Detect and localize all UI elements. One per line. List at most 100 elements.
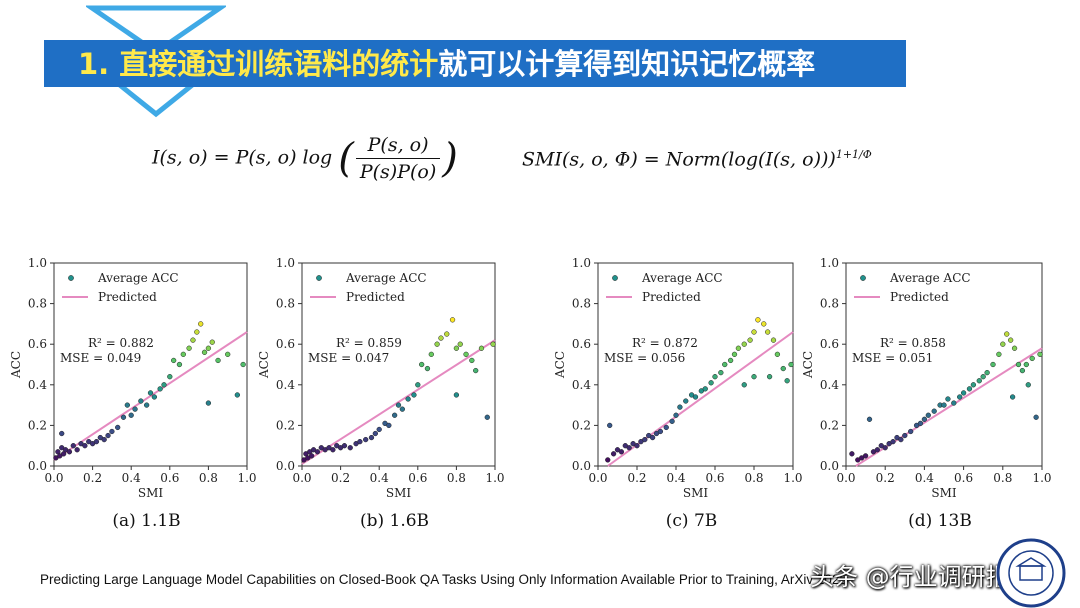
data-point (424, 365, 431, 372)
y-tick-label: 0.4 (572, 378, 591, 392)
citation: Predicting Large Language Model Capabili… (40, 572, 847, 587)
data-point (101, 436, 107, 443)
data-point (171, 357, 177, 364)
y-tick-label: 1.0 (820, 256, 839, 270)
data-point (186, 345, 192, 351)
chart-caption: (c) 7B (666, 511, 718, 531)
data-point (849, 451, 855, 457)
data-point (882, 445, 888, 451)
x-tick-label: 0.0 (588, 471, 607, 485)
data-point (898, 436, 904, 443)
title-highlight: 1. 直接通过训练语料的统计 (78, 47, 439, 81)
data-point (1033, 414, 1039, 420)
data-point (399, 406, 406, 412)
data-point (157, 386, 163, 392)
data-point (718, 369, 724, 376)
data-point (105, 432, 111, 439)
data-point (194, 329, 200, 335)
data-point (205, 400, 212, 406)
data-point (649, 434, 656, 441)
data-point (372, 430, 378, 437)
x-tick-label: 0.4 (915, 471, 934, 485)
x-tick-label: 1.0 (1032, 471, 1051, 485)
watermark: 头条 @行业调研报告 (810, 563, 1034, 591)
data-point (931, 408, 937, 414)
data-point (945, 396, 951, 402)
r2-stat: R² = 0.858 (880, 336, 946, 350)
data-point (469, 357, 475, 364)
data-point (642, 436, 648, 443)
data-point (1004, 331, 1010, 337)
data-point (890, 438, 896, 445)
chart-caption: (d) 13B (908, 511, 972, 531)
data-point (1023, 361, 1029, 368)
data-point (774, 351, 781, 358)
data-point (490, 341, 496, 347)
legend-dot-marker (860, 275, 866, 281)
y-axis-label: ACC (801, 351, 815, 379)
data-point (874, 447, 881, 453)
data-point (124, 402, 130, 408)
data-point (151, 394, 158, 400)
y-tick-label: 0.2 (820, 418, 839, 432)
data-point (951, 400, 957, 406)
x-tick-label: 0.2 (83, 471, 102, 485)
data-point (132, 406, 138, 412)
formula-fraction: P(s, o) P(s)P(o) (355, 134, 441, 183)
data-point (386, 422, 392, 429)
data-point (712, 374, 718, 380)
legend-dot-marker (612, 275, 618, 281)
data-point (82, 443, 88, 449)
x-tick-label: 0.4 (122, 471, 141, 485)
data-point (484, 414, 490, 420)
legend-dot-marker (68, 275, 74, 281)
y-tick-label: 0.6 (28, 337, 47, 351)
data-point (741, 382, 747, 388)
x-tick-label: 0.6 (160, 471, 179, 485)
data-point (788, 361, 794, 368)
y-tick-label: 0.4 (28, 378, 47, 392)
data-point (428, 351, 434, 358)
data-point (761, 321, 767, 327)
r2-stat: R² = 0.872 (632, 336, 698, 350)
y-axis-label: ACC (257, 351, 271, 379)
data-point (970, 382, 977, 388)
data-point (741, 341, 747, 347)
data-point (434, 341, 440, 347)
r2-stat: R² = 0.859 (336, 336, 402, 350)
legend-average-acc: Average ACC (97, 271, 179, 285)
data-point (1007, 337, 1014, 343)
data-point (376, 426, 382, 433)
data-point (766, 374, 773, 380)
legend-dot-marker (316, 275, 322, 281)
data-point (607, 422, 613, 429)
data-point (990, 361, 996, 368)
x-tick-label: 0.6 (954, 471, 973, 485)
data-point (1009, 394, 1016, 400)
data-point (225, 351, 231, 358)
data-point (438, 335, 444, 341)
y-tick-label: 1.0 (572, 256, 591, 270)
data-point (161, 382, 167, 388)
university-seal-logo (996, 538, 1066, 608)
data-point (708, 380, 714, 386)
x-tick-label: 0.0 (44, 471, 63, 485)
data-point (747, 337, 753, 343)
data-point (727, 357, 734, 364)
formula-smi-lhs: SMI(s, o, Φ) = Norm(log(I(s, o))) (522, 148, 836, 171)
data-point (176, 361, 183, 368)
x-tick-label: 1.0 (237, 471, 256, 485)
x-axis-label: SMI (931, 486, 957, 500)
data-point (70, 443, 76, 449)
data-point (692, 394, 699, 400)
data-point (314, 449, 321, 455)
data-point (395, 402, 402, 408)
chart-caption: (a) 1.1B (112, 511, 180, 531)
data-point (128, 412, 134, 418)
data-point (605, 457, 611, 463)
data-point (673, 412, 679, 418)
data-point (634, 443, 640, 449)
data-point (120, 414, 127, 420)
data-point (683, 398, 689, 404)
